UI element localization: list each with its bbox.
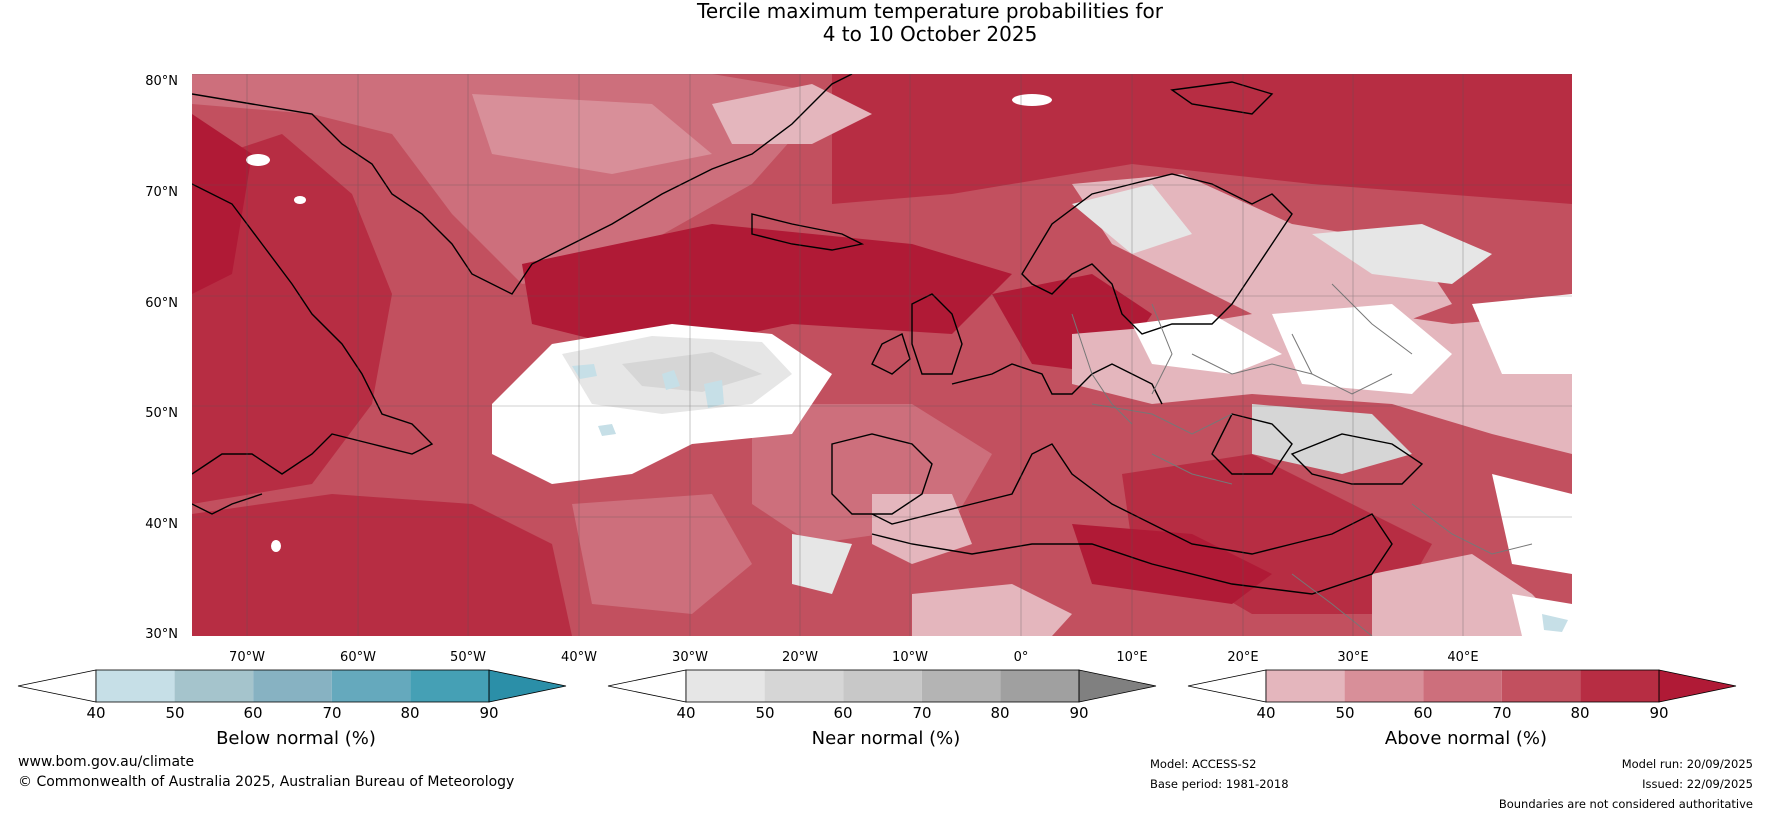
tick-90: 90: [1649, 704, 1669, 722]
lat-label-60n: 60°N: [145, 296, 178, 311]
lon-label-30e: 30°E: [1337, 650, 1369, 665]
tick-50: 50: [1335, 704, 1355, 722]
tick-70: 70: [912, 704, 932, 722]
lon-label-60w: 60°W: [340, 650, 376, 665]
tick-90: 90: [479, 704, 499, 722]
lat-label-80n: 80°N: [145, 74, 178, 89]
lon-label-10e: 10°E: [1116, 650, 1148, 665]
map-canvas: [192, 74, 1572, 636]
near-normal-regions: [492, 174, 1572, 636]
tick-50: 50: [755, 704, 775, 722]
lon-label-30w: 30°W: [672, 650, 708, 665]
colorbar-below-normal: [17, 669, 567, 703]
tick-90: 90: [1069, 704, 1089, 722]
tick-40: 40: [676, 704, 696, 722]
lon-label-0: 0°: [1013, 650, 1029, 665]
map-title-line-2: 4 to 10 October 2025: [822, 22, 1038, 46]
tick-70: 70: [1492, 704, 1512, 722]
lon-label-20e: 20°E: [1227, 650, 1259, 665]
disclaimer-text: Boundaries are not considered authoritat…: [1498, 797, 1753, 811]
above-normal-regions: [192, 74, 1572, 636]
website-link[interactable]: www.bom.gov.au/climate: [18, 754, 195, 770]
tick-80: 80: [1570, 704, 1590, 722]
copyright-text: © Commonwealth of Australia 2025, Austra…: [18, 774, 515, 790]
tick-50: 50: [165, 704, 185, 722]
tick-60: 60: [1413, 704, 1433, 722]
tick-80: 80: [400, 704, 420, 722]
colorbar-above-normal: [1187, 669, 1737, 703]
tick-70: 70: [322, 704, 342, 722]
lon-label-20w: 20°W: [782, 650, 818, 665]
legend-title-above-normal: Above normal (%): [1384, 728, 1548, 749]
tick-40: 40: [1256, 704, 1276, 722]
ice-spots: [246, 94, 1052, 552]
lat-label-70n: 70°N: [145, 185, 178, 200]
forecast-map[interactable]: [192, 74, 1572, 636]
lon-label-40w: 40°W: [561, 650, 597, 665]
country-borders: [1071, 283, 1533, 636]
below-normal-regions: [572, 364, 1568, 632]
lon-label-10w: 10°W: [892, 650, 928, 665]
coastlines: [192, 74, 1424, 595]
tick-60: 60: [243, 704, 263, 722]
map-title: Tercile maximum temperature probabilitie…: [530, 0, 1330, 46]
lon-label-70w: 70°W: [229, 650, 265, 665]
model-run-text: Model run: 20/09/2025: [1621, 757, 1753, 771]
lat-label-50n: 50°N: [145, 406, 178, 421]
legend-title-near-normal: Near normal (%): [811, 728, 961, 749]
tick-80: 80: [990, 704, 1010, 722]
base-period-text: Base period: 1981-2018: [1150, 777, 1289, 791]
colorbar-near-normal: [607, 669, 1157, 703]
legend-title-below-normal: Below normal (%): [216, 728, 376, 749]
tick-40: 40: [86, 704, 106, 722]
gridlines: [192, 74, 1572, 636]
model-text: Model: ACCESS-S2: [1150, 757, 1257, 771]
lon-label-40e: 40°E: [1447, 650, 1479, 665]
lon-label-50w: 50°W: [450, 650, 486, 665]
lat-label-30n: 30°N: [145, 627, 178, 642]
tick-60: 60: [833, 704, 853, 722]
map-title-line-1: Tercile maximum temperature probabilitie…: [697, 0, 1163, 23]
issued-text: Issued: 22/09/2025: [1642, 777, 1753, 791]
lat-label-40n: 40°N: [145, 517, 178, 532]
